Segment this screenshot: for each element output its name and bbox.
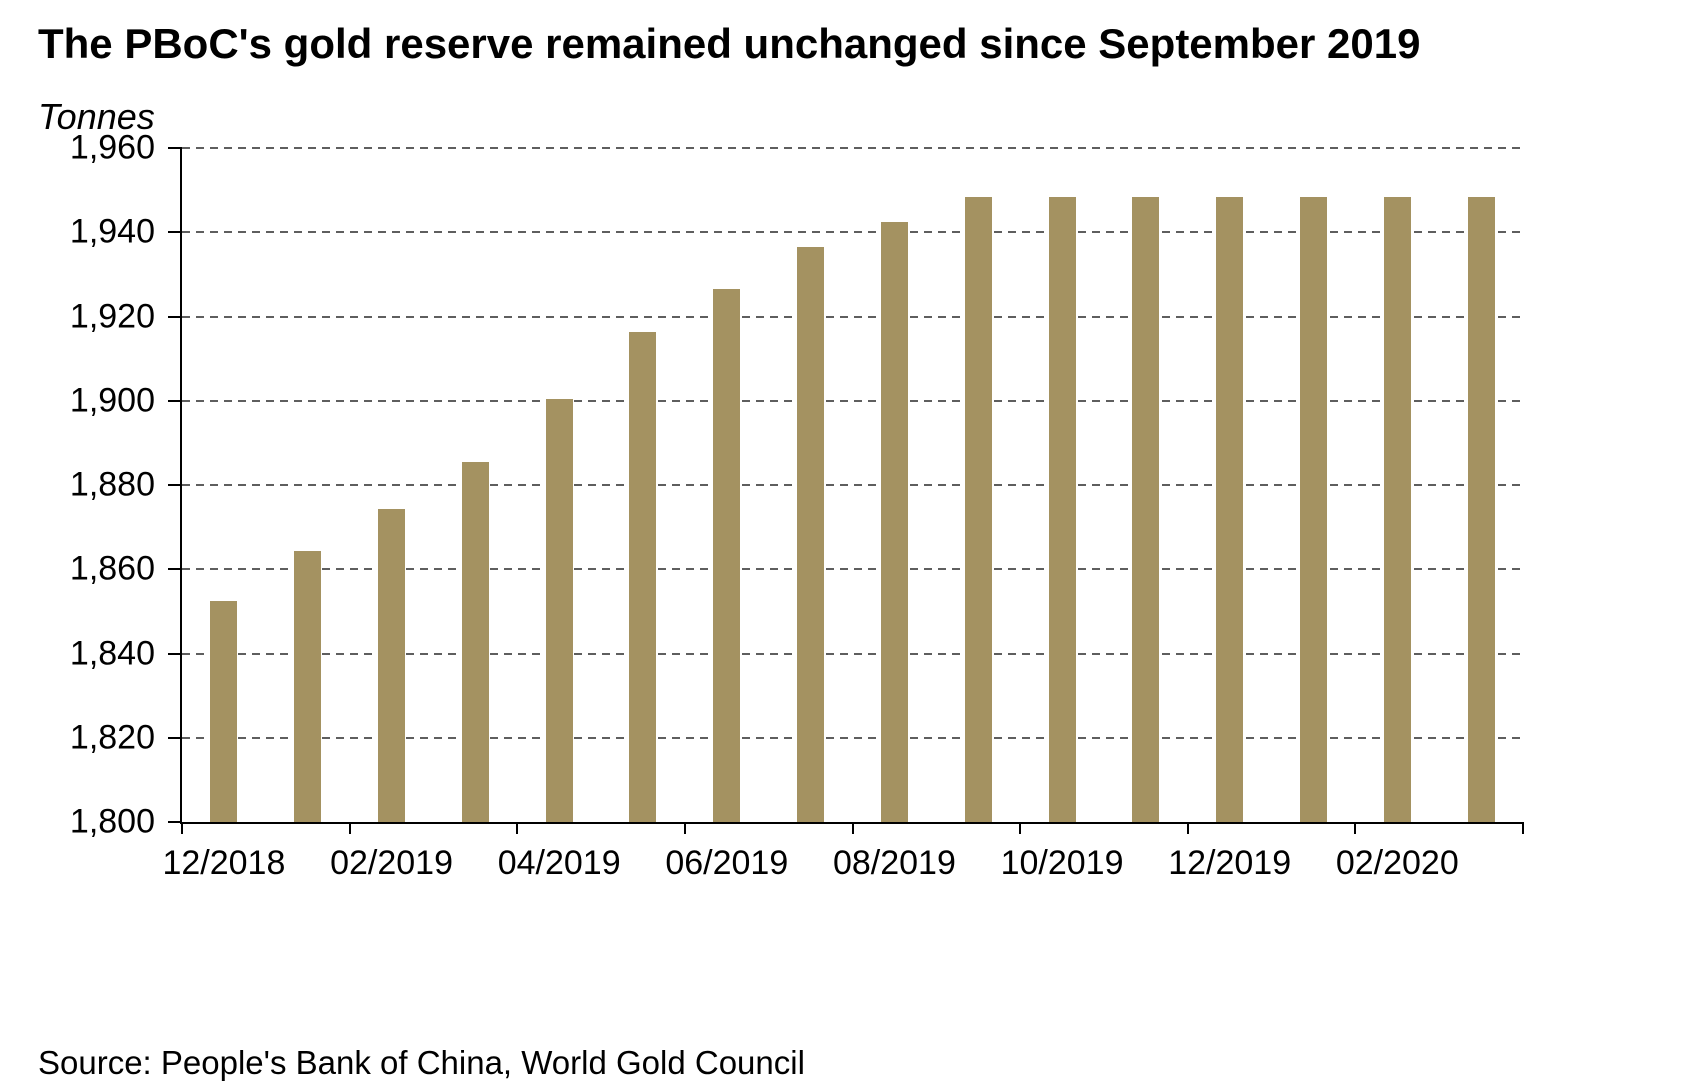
y-tick-label: 1,940 — [69, 212, 155, 251]
x-tick — [1019, 822, 1022, 834]
gridline-1900 — [182, 399, 1523, 402]
y-tick-label: 1,800 — [69, 802, 155, 841]
bar-08/2019 — [880, 222, 908, 822]
x-tick-label: 12/2018 — [162, 844, 286, 882]
gridline-1960 — [182, 147, 1523, 149]
y-tick-label: 1,920 — [69, 297, 155, 335]
bar-09/2019 — [964, 197, 992, 822]
x-tick — [1186, 822, 1189, 834]
x-tick-label: 02/2020 — [1335, 844, 1459, 882]
chart-title: The PBoC's gold reserve remained unchang… — [38, 20, 1421, 67]
bar-12/2019 — [1216, 197, 1244, 822]
y-tick-1860 — [168, 568, 182, 571]
x-tick-label: 04/2019 — [497, 844, 621, 882]
y-tick-1840 — [168, 652, 182, 655]
x-tick — [1522, 822, 1524, 834]
bar-02/2019 — [378, 509, 406, 822]
x-tick-label: 02/2019 — [330, 844, 453, 882]
gridline-1880 — [182, 484, 1523, 486]
x-tick — [348, 822, 351, 834]
y-axis-units-label: Tonnes — [38, 96, 155, 137]
bar-11/2019 — [1132, 197, 1160, 822]
y-tick-1880 — [168, 484, 182, 486]
x-tick — [851, 822, 854, 834]
bar-10/2019 — [1048, 197, 1076, 822]
bar-03/2020 — [1467, 197, 1495, 822]
x-tick-label: 12/2019 — [1168, 844, 1292, 882]
y-tick-label: 1,960 — [69, 128, 155, 167]
y-tick-label: 1,820 — [69, 718, 155, 757]
x-tick — [1354, 822, 1357, 834]
y-tick-label: 1,880 — [69, 465, 155, 504]
y-tick-1920 — [168, 315, 182, 318]
bar-04/2019 — [545, 399, 573, 822]
y-tick-1800 — [168, 821, 182, 823]
bar-06/2019 — [713, 288, 741, 822]
bar-01/2019 — [294, 551, 322, 822]
y-tick-label: 1,840 — [69, 634, 155, 672]
bar-12/2018 — [210, 600, 238, 822]
y-tick-1820 — [168, 736, 182, 739]
bar-07/2019 — [797, 246, 825, 822]
x-tick — [683, 822, 686, 834]
source-note: Source: People's Bank of China, World Go… — [38, 1044, 805, 1081]
x-tick-label: 06/2019 — [665, 844, 789, 882]
x-tick-label: 08/2019 — [832, 844, 956, 882]
bar-02/2020 — [1383, 197, 1411, 822]
y-tick-1940 — [168, 231, 182, 234]
x-tick — [181, 822, 183, 834]
bar-03/2019 — [461, 461, 489, 822]
gridline-1920 — [182, 315, 1523, 318]
gridline-1840 — [182, 652, 1523, 655]
x-tick-label: 10/2019 — [1000, 844, 1124, 882]
y-tick-1960 — [168, 147, 182, 149]
bar-01/2020 — [1299, 197, 1327, 822]
gridline-1820 — [182, 736, 1523, 739]
y-tick-1900 — [168, 399, 182, 402]
gridline-1940 — [182, 231, 1523, 234]
bar-05/2019 — [629, 332, 657, 822]
y-axis-line — [180, 148, 182, 824]
x-tick — [516, 822, 519, 834]
x-axis-line — [180, 822, 1523, 824]
y-tick-label: 1,860 — [69, 549, 155, 588]
y-tick-label: 1,900 — [69, 381, 155, 420]
gridline-1860 — [182, 568, 1523, 571]
